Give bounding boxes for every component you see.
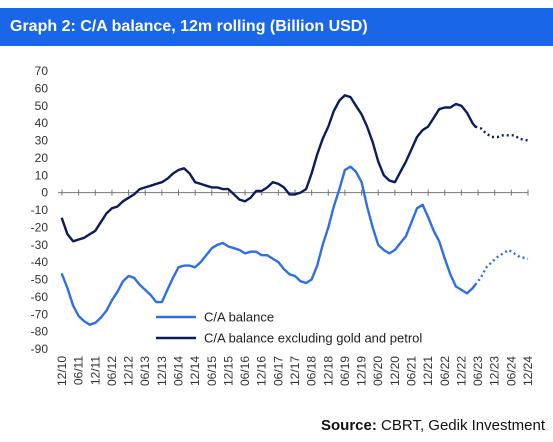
series-line-2 [60,94,477,243]
x-tick-label: 06/15 [205,356,219,386]
y-tick-label: 30 [35,134,49,148]
x-tick-label: 06/16 [238,356,252,386]
x-tick-label: 12/18 [321,356,335,386]
y-axis: -90 -80 -70 -60 -50 -40 -30 -20 -10 0 10 20 30 40 50 60… [31,64,49,356]
y-tick-label: -90 [31,342,49,356]
chart-header: Graph 2: C/A balance, 12m rolling (Billi… [0,8,553,46]
source-text: CBRT, Gedik Investment [381,417,545,434]
x-tick-label: 12/24 [521,356,535,386]
x-tick-label: 06/20 [371,356,385,386]
x-tick-label: 06/23 [471,356,485,386]
y-tick-label: 0 [41,186,48,200]
legend-label-2: C/A balance excluding gold and petrol [204,331,422,346]
x-tick-label: 06/11 [72,356,86,385]
x-tick-label: 12/22 [454,356,468,386]
series-forecast-line-2 [474,125,529,142]
source-label: Source: [321,417,377,434]
y-tick-label: -70 [31,307,49,321]
y-tick-label: 50 [35,99,49,113]
y-tick-label: 40 [35,116,49,130]
x-tick-label: 06/13 [138,356,152,386]
x-tick-label: 12/16 [255,356,269,386]
y-tick-label: -60 [31,290,49,304]
y-tick-label: 20 [35,151,49,165]
line-chart: -90 -80 -70 -60 -50 -40 -30 -20 -10 0 10 20 30 40 50 60… [31,64,535,386]
x-tick-label: 12/17 [288,356,302,386]
x-tick-label: 12/15 [221,356,235,386]
y-tick-label: -20 [31,220,49,234]
y-tick-label: 70 [35,64,49,78]
x-tick-label: 12/13 [155,356,169,386]
y-tick-label: -30 [31,238,49,252]
x-tick-label: 12/12 [122,356,136,386]
x-tick-label: 06/22 [438,356,452,386]
x-tick-label: 12/19 [355,356,369,386]
series-forecast-line-1 [474,248,529,286]
chart-title: Graph 2: C/A balance, 12m rolling (Billi… [10,18,368,35]
y-tick-label: 10 [35,168,49,182]
x-tick-label: 12/21 [421,356,435,386]
x-tick-label: 06/18 [305,356,319,386]
x-tick-label: 12/14 [188,356,202,386]
y-tick-label: -10 [31,203,49,217]
x-tick-label: 06/14 [172,356,186,386]
y-tick-label: -80 [31,325,49,339]
series-line-1 [60,165,477,326]
x-tick-label: 12/10 [55,356,69,386]
x-tick-label: 06/12 [105,356,119,386]
x-tick-label: 06/24 [504,356,518,386]
x-axis: 12/10 06/11 12/11 06/12 12/12 06/13 12/13 06/14… [55,189,535,386]
y-tick-label: -50 [31,273,49,287]
y-tick-label: -40 [31,255,49,269]
legend: C/A balance C/A balance excluding gold an… [156,310,422,346]
legend-label-1: C/A balance [204,310,274,325]
y-tick-label: 60 [35,81,49,95]
x-tick-label: 06/21 [405,356,419,386]
x-tick-label: 06/17 [271,356,285,386]
series-lines [60,94,529,326]
x-tick-label: 06/19 [338,356,352,386]
source-note: Source: CBRT, Gedik Investment [321,417,545,434]
x-tick-label: 12/20 [388,356,402,386]
x-tick-label: 12/23 [488,356,502,386]
x-tick-label: 12/11 [88,356,102,385]
